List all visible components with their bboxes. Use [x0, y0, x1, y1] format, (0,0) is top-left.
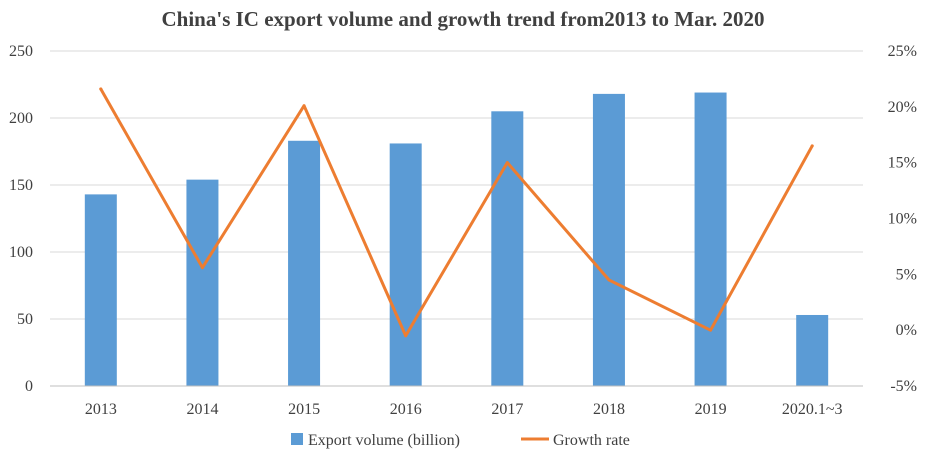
line-point [404, 334, 408, 338]
line-point [505, 161, 509, 165]
line-point [99, 87, 103, 91]
x-tick-label: 2019 [695, 401, 727, 418]
y-left-tick-label: 250 [9, 43, 33, 60]
bar [694, 92, 727, 386]
axes: 0 50 100 150 200 250 -5% 0% 5% 10% 15% 20% 25% 2013 20… [9, 43, 917, 418]
legend: Export volume (billion) Growth rate [291, 432, 630, 449]
y-left-tick-label: 100 [9, 244, 33, 261]
x-tick-label: 2016 [390, 401, 422, 418]
y-right-tick-label: 0% [896, 322, 917, 339]
legend-bar-swatch [291, 433, 303, 445]
gridlines [50, 50, 863, 320]
line-series [99, 87, 814, 338]
bar [288, 140, 321, 386]
x-tick-label: 2020.1~3 [782, 401, 843, 418]
bar [84, 194, 117, 386]
line-point [709, 328, 713, 332]
y-left-tick-label: 150 [9, 177, 33, 194]
y-left-tick-label: 200 [9, 110, 33, 127]
y-right-tick-label: 25% [888, 43, 917, 60]
line-point [607, 278, 611, 282]
x-tick-label: 2014 [186, 401, 218, 418]
growth-rate-line [99, 87, 814, 338]
y-right-tick-label: 20% [888, 99, 917, 116]
bar [491, 111, 524, 387]
x-tick-label: 2015 [288, 401, 320, 418]
bar [389, 143, 422, 386]
line-point [200, 266, 204, 270]
x-tick-label: 2018 [593, 401, 625, 418]
bar [186, 179, 219, 386]
y-left-tick-label: 0 [25, 378, 33, 395]
bar [592, 93, 625, 386]
y-right-tick-label: 10% [888, 211, 917, 228]
line-point [302, 104, 306, 108]
y-right-tick-label: -5% [890, 378, 917, 395]
y-left-tick-label: 50 [17, 311, 33, 328]
x-tick-label: 2013 [85, 401, 117, 418]
bar-series [84, 92, 829, 387]
bar [796, 314, 829, 386]
legend-bar-label: Export volume (billion) [308, 432, 460, 449]
line-point [810, 144, 814, 148]
y-right-tick-label: 15% [888, 155, 917, 172]
y-right-tick-label: 5% [896, 266, 917, 283]
chart-title: China's IC export volume and growth tren… [162, 7, 765, 31]
x-tick-label: 2017 [491, 401, 523, 418]
legend-line-label: Growth rate [553, 432, 630, 449]
